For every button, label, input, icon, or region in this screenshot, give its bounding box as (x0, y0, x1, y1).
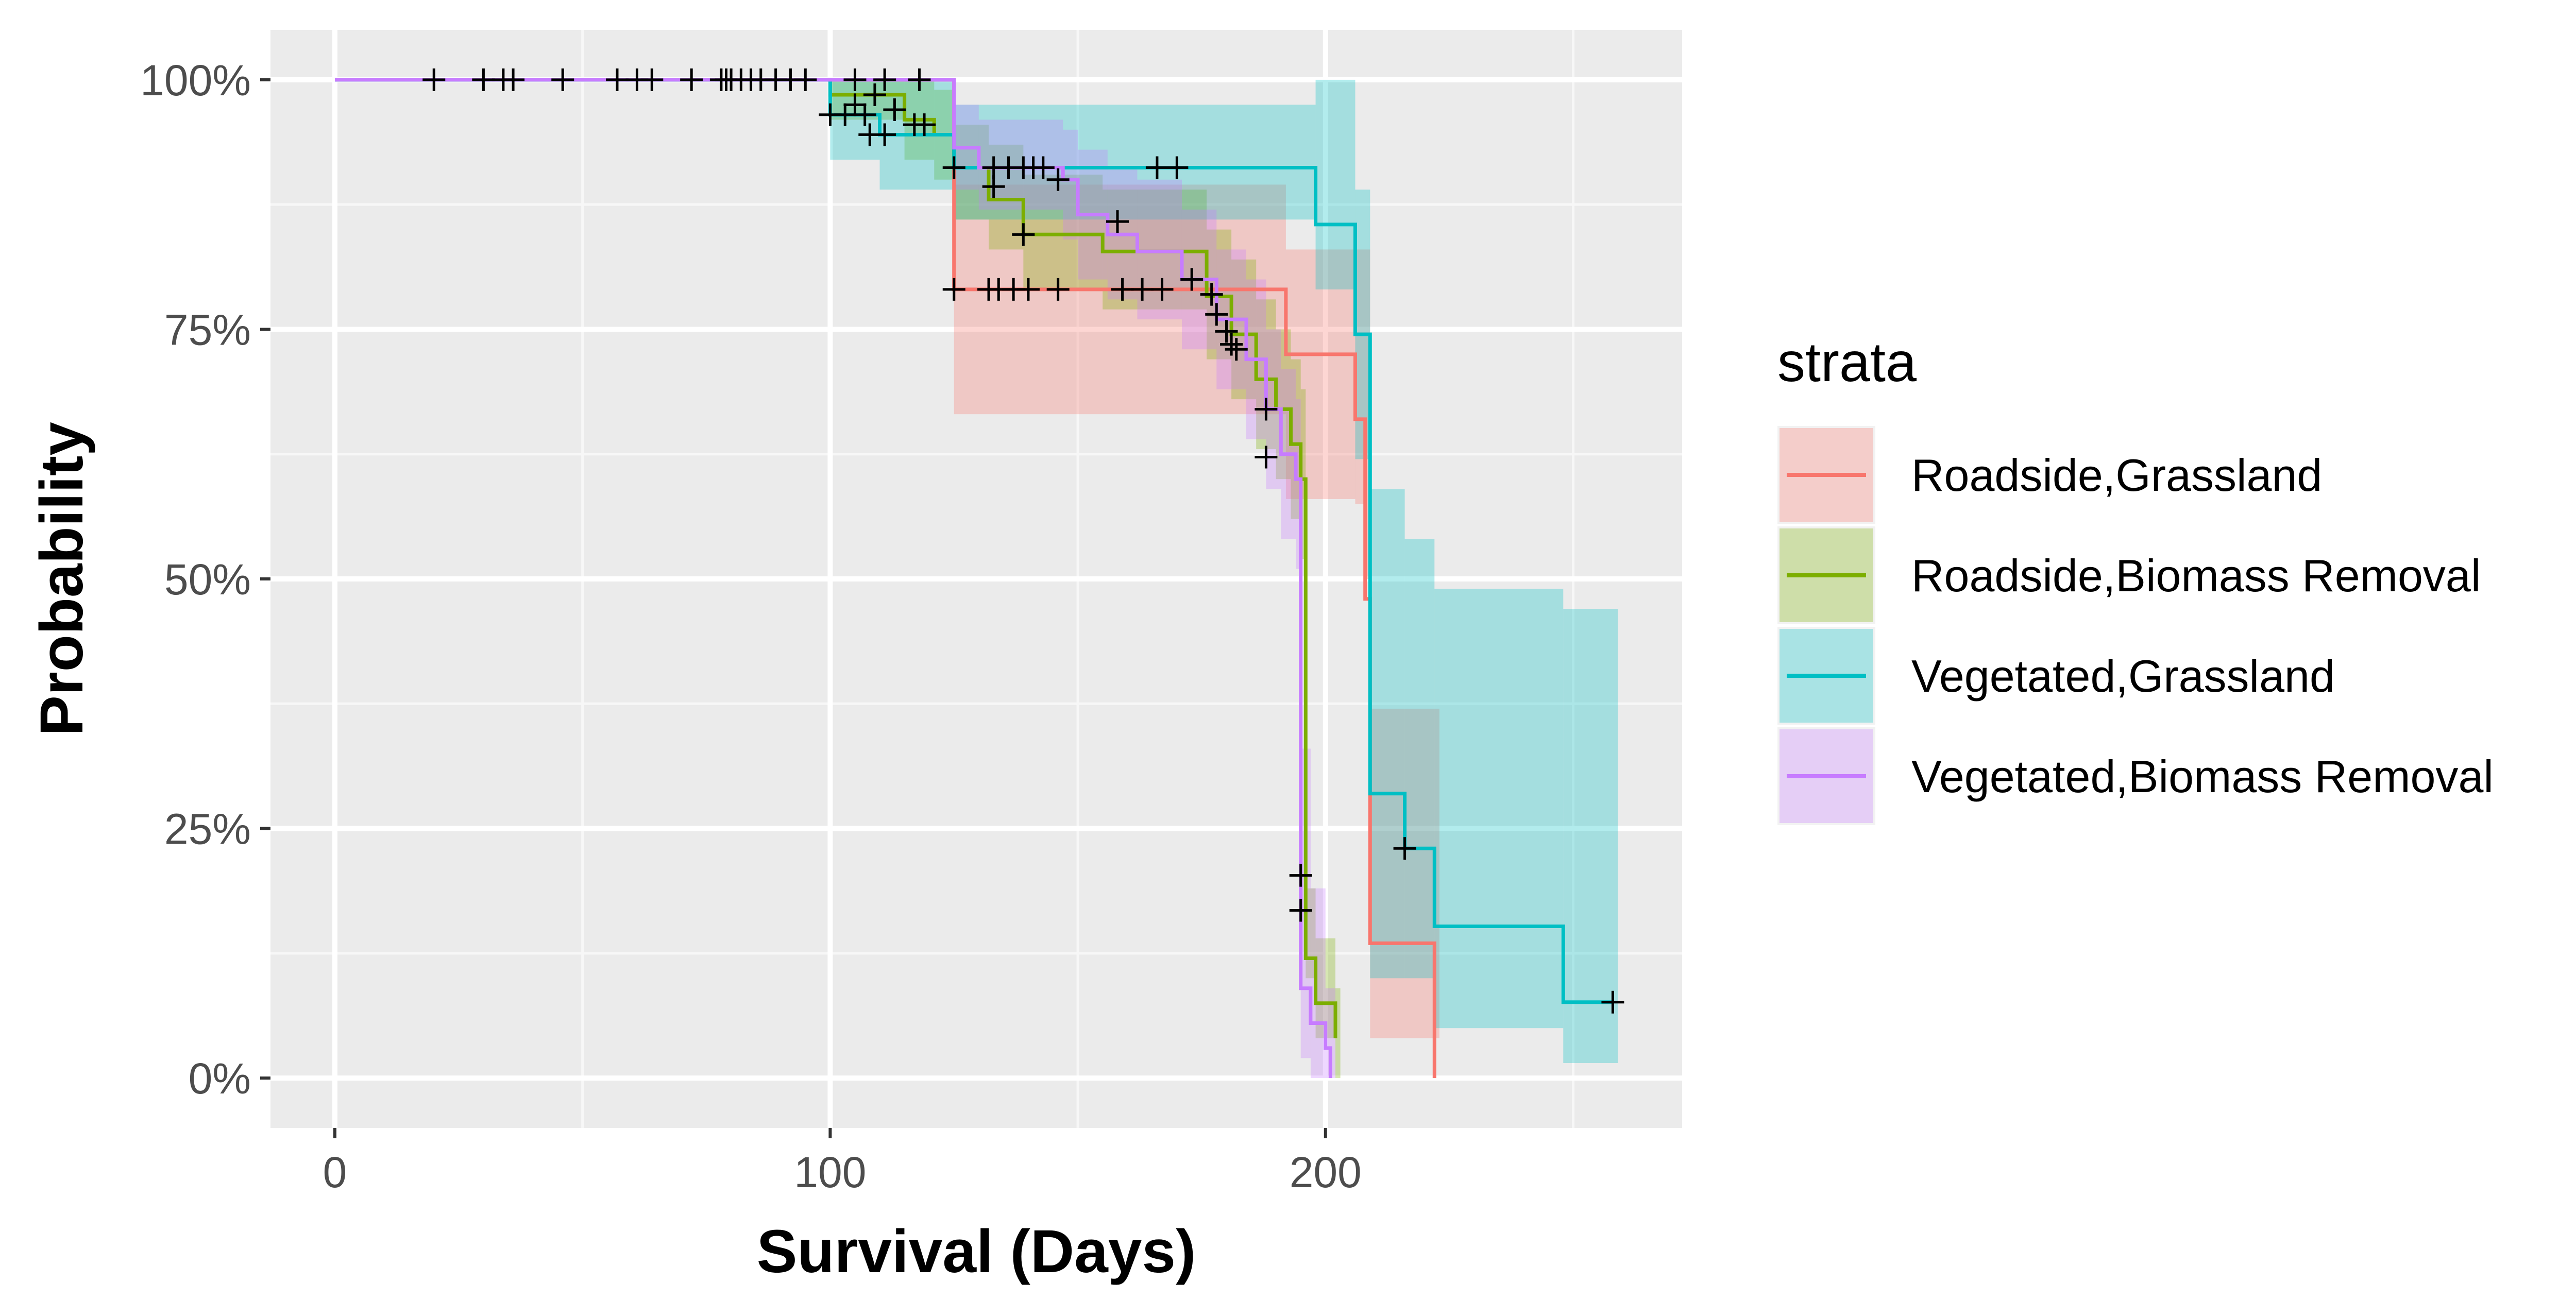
censor-mark (1046, 278, 1070, 301)
censor-mark (942, 278, 965, 301)
ci-band-vegetated-biomass-removal (1063, 129, 1078, 240)
censor-mark (1046, 168, 1070, 191)
censor-mark (1012, 223, 1035, 246)
ci-band-vegetated-biomass-removal (1325, 988, 1336, 1079)
censor-mark (1255, 398, 1278, 421)
censor-mark (1131, 278, 1154, 301)
censor-mark (1220, 333, 1243, 356)
ci-band-roadside-biomass-removal (954, 125, 989, 220)
censor-mark (551, 68, 574, 91)
y-tick-label: 25% (164, 805, 251, 853)
confidence-bands-group (830, 79, 1618, 1079)
ci-band-vegetated-grassland (1404, 539, 1435, 979)
y-tick-label: 75% (164, 305, 251, 354)
censor-mark (1225, 338, 1248, 361)
censor-mark (502, 68, 525, 91)
gridlines-group (270, 30, 1682, 1128)
ci-band-vegetated-grassland (1563, 609, 1618, 1064)
censor-mark (1111, 278, 1134, 301)
censor-mark (883, 98, 906, 122)
censor-marks-group (422, 68, 1624, 1014)
censor-mark (873, 123, 896, 146)
censor-mark (1289, 864, 1312, 887)
ci-band-roadside-biomass-removal (1300, 389, 1306, 559)
censor-mark (1255, 446, 1278, 469)
ci-band-roadside-biomass-removal (1335, 988, 1341, 1079)
ci-band-roadside-grassland (1355, 249, 1365, 504)
ci-band-roadside-grassland (1434, 708, 1439, 1038)
censor-mark (853, 103, 876, 126)
y-tick-label: 50% (164, 555, 251, 604)
ci-band-vegetated-biomass-removal (1137, 179, 1182, 320)
x-axis-title: Survival (Days) (757, 1218, 1196, 1286)
legend-label: Vegetated,Biomass Removal (1911, 751, 2494, 802)
censor-mark (1180, 268, 1204, 291)
legend-group: strata Roadside,Grassland Roadside,Biomass… (1777, 331, 2494, 825)
censor-mark (1289, 899, 1312, 922)
censor-mark (982, 175, 1005, 198)
ci-band-vegetated-grassland (1434, 589, 1564, 1029)
x-tick-label: 0 (323, 1148, 347, 1196)
censor-mark (1205, 303, 1228, 326)
x-tick-label: 100 (794, 1148, 866, 1196)
ci-band-vegetated-grassland (1315, 79, 1355, 289)
censor-mark (1031, 156, 1055, 179)
censor-mark (913, 113, 936, 136)
legend-label: Roadside,Grassland (1911, 450, 2322, 501)
ci-band-roadside-biomass-removal (1023, 175, 1103, 289)
ci-band-vegetated-biomass-removal (978, 119, 1063, 210)
ci-band-vegetated-grassland (1355, 190, 1370, 459)
x-tick-label: 200 (1290, 1148, 1362, 1196)
censor-mark (472, 68, 495, 91)
censor-mark (422, 68, 446, 91)
ci-band-roadside-grassland (1370, 708, 1435, 1038)
axes-group: 0% 25% 50% 75% 100% 0 100 200 Survival (Days) Pro… (28, 56, 1362, 1286)
censor-mark (1601, 990, 1624, 1014)
censor-mark (843, 93, 867, 116)
legend-label: Vegetated,Grassland (1911, 651, 2335, 702)
y-tick-label: 100% (140, 56, 251, 105)
ci-band-roadside-biomass-removal (1231, 259, 1257, 400)
censor-mark (1165, 156, 1189, 179)
censor-mark (908, 68, 931, 91)
legend-title: strata (1777, 331, 1917, 393)
censor-mark (843, 68, 867, 91)
ci-band-roadside-grassland (1365, 249, 1370, 579)
ci-band-vegetated-biomass-removal (1310, 888, 1326, 1079)
censor-mark (1106, 210, 1129, 233)
censor-mark (1215, 320, 1238, 343)
censor-mark (605, 68, 629, 91)
censor-mark (794, 68, 817, 91)
censor-mark (1200, 283, 1223, 306)
censor-mark (1150, 278, 1174, 301)
censor-mark (942, 156, 965, 179)
censor-mark (863, 83, 886, 106)
y-tick-label: 0% (189, 1054, 251, 1103)
censor-mark (1393, 837, 1416, 860)
censor-mark (640, 68, 664, 91)
ci-band-vegetated-grassland (1370, 489, 1405, 979)
legend-label: Roadside,Biomass Removal (1911, 550, 2481, 601)
censor-mark (1016, 278, 1040, 301)
ci-band-vegetated-biomass-removal (1296, 399, 1301, 569)
censor-mark (680, 68, 703, 91)
survival-line-vegetated-grassland (335, 78, 1613, 1004)
ci-band-vegetated-grassland (830, 79, 880, 160)
censor-mark (1145, 156, 1168, 179)
y-axis-title: Probability (28, 422, 96, 736)
censor-mark (834, 103, 857, 126)
censor-mark (873, 68, 896, 91)
